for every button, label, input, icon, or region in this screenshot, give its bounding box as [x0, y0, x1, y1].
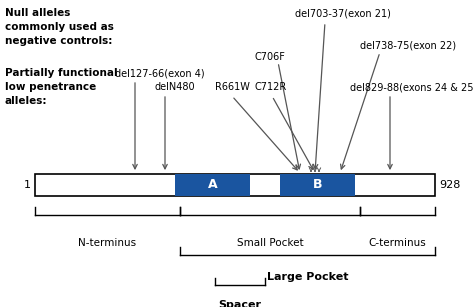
Text: low penetrance: low penetrance — [5, 82, 96, 92]
Text: Small Pocket: Small Pocket — [237, 238, 303, 248]
Text: C706F: C706F — [255, 52, 286, 62]
Text: 1: 1 — [24, 180, 31, 190]
Text: R661W: R661W — [215, 82, 250, 92]
Bar — [175, 174, 250, 196]
Text: Large Pocket: Large Pocket — [267, 272, 348, 282]
Text: negative controls:: negative controls: — [5, 36, 112, 46]
Text: del738-75(exon 22): del738-75(exon 22) — [360, 40, 456, 50]
Text: 928: 928 — [439, 180, 460, 190]
Text: commonly used as: commonly used as — [5, 22, 114, 32]
Text: C712R: C712R — [255, 82, 287, 92]
Text: N-terminus: N-terminus — [78, 238, 137, 248]
Text: alleles:: alleles: — [5, 96, 47, 106]
Text: B: B — [313, 178, 322, 192]
Text: Spacer: Spacer — [219, 300, 262, 307]
Text: A: A — [208, 178, 217, 192]
Bar — [35, 174, 435, 196]
Text: C-terminus: C-terminus — [369, 238, 427, 248]
Bar — [280, 174, 355, 196]
Text: del829-88(exons 24 & 25): del829-88(exons 24 & 25) — [350, 82, 474, 92]
Text: del127-66(exon 4): del127-66(exon 4) — [115, 68, 205, 78]
Text: delN480: delN480 — [155, 82, 196, 92]
Text: Null alleles: Null alleles — [5, 8, 70, 18]
Text: Partially functional: Partially functional — [5, 68, 118, 78]
Text: del703-37(exon 21): del703-37(exon 21) — [295, 8, 391, 18]
